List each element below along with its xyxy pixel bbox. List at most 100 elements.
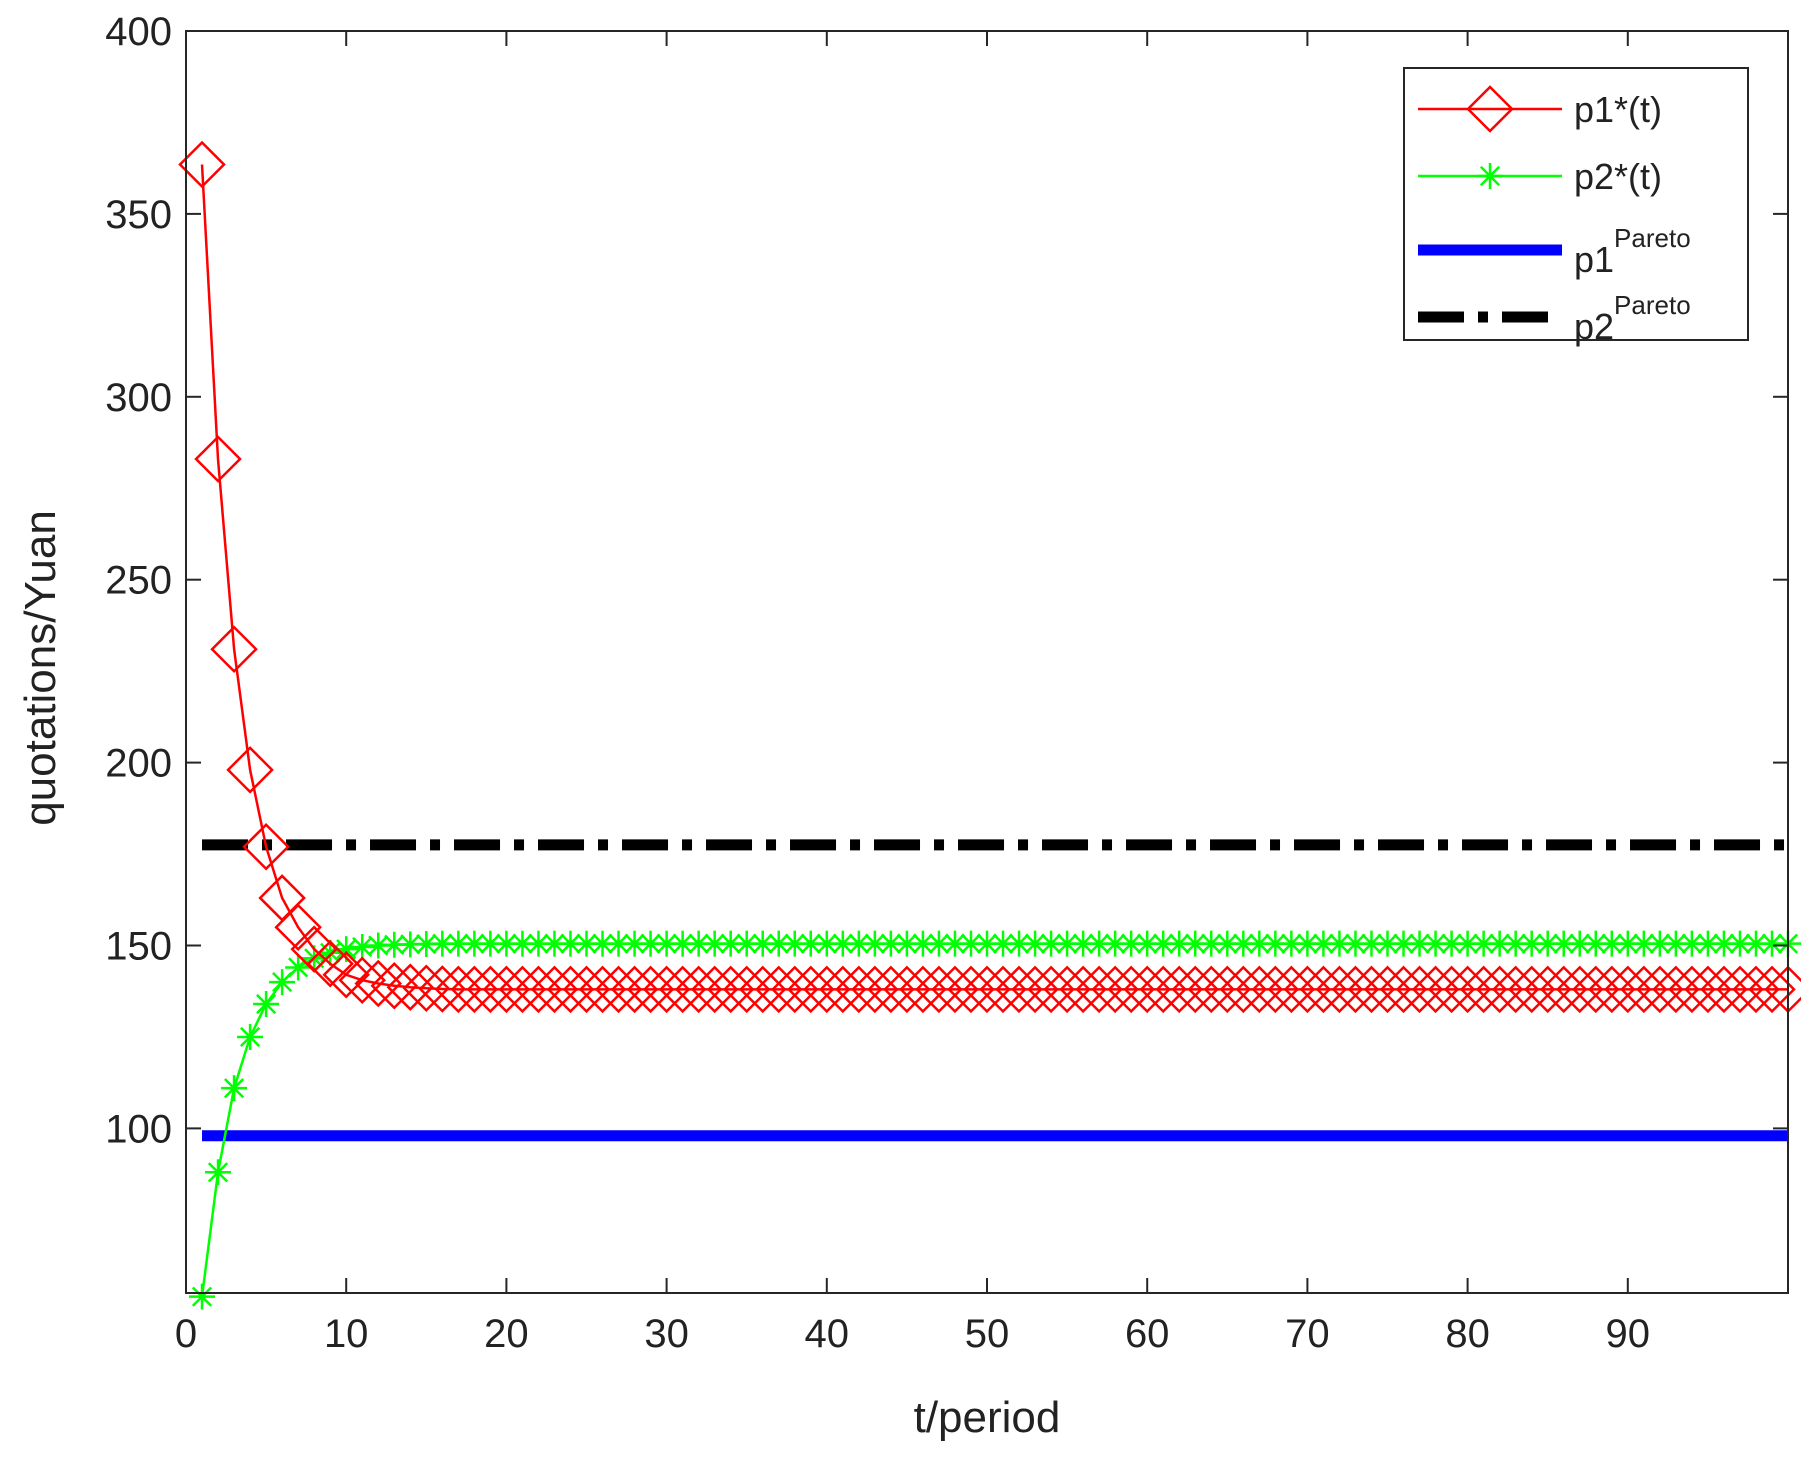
p1-point	[1668, 965, 1716, 1014]
p2-point	[253, 991, 280, 1018]
p2-point	[269, 969, 296, 996]
p1-point	[354, 959, 403, 1008]
p1-point	[1315, 965, 1364, 1014]
p1-point	[1331, 965, 1380, 1014]
p2-point	[1086, 930, 1113, 957]
p1-point	[242, 822, 290, 871]
p2-point	[285, 954, 312, 981]
p2-point	[925, 930, 952, 957]
p1-point	[963, 965, 1011, 1014]
p2-point	[1486, 930, 1513, 957]
p2-point	[1390, 930, 1417, 957]
p2-point	[781, 930, 808, 957]
p1-point	[819, 965, 867, 1014]
p1-point	[1620, 965, 1668, 1014]
p1-point	[322, 950, 370, 999]
p2-point	[957, 930, 984, 957]
p2-point	[909, 930, 936, 957]
p1-point	[851, 965, 899, 1014]
p1-point	[466, 965, 515, 1014]
p1-point	[1411, 965, 1460, 1014]
p1-point	[1636, 965, 1684, 1014]
p2-point	[941, 930, 968, 957]
p1-point	[338, 956, 386, 1005]
p2-point	[1246, 930, 1273, 957]
p1-point	[1251, 965, 1300, 1014]
p1-point	[690, 965, 739, 1014]
p2-point	[701, 930, 728, 957]
p2-point	[1230, 930, 1257, 957]
p2-point	[493, 930, 520, 957]
x-tick-label: 50	[965, 1312, 1010, 1356]
p1-point	[482, 965, 531, 1014]
p1-point	[1443, 965, 1492, 1014]
p1-point	[867, 965, 915, 1014]
p2-point	[877, 930, 904, 957]
p2-point	[1358, 930, 1385, 957]
p1-point	[626, 965, 675, 1014]
p1-point	[1571, 965, 1620, 1014]
p1-point	[787, 965, 835, 1014]
p2-point	[1422, 930, 1449, 957]
p1-point	[1652, 965, 1700, 1014]
p1-point	[1748, 965, 1796, 1014]
p1-point	[450, 965, 499, 1014]
p2-point	[1214, 930, 1241, 957]
p2-point	[1742, 930, 1769, 957]
p2-point	[653, 930, 680, 957]
p1-point	[1283, 965, 1332, 1014]
p2-point	[637, 930, 664, 957]
p2-point	[1662, 930, 1689, 957]
p1-point	[1491, 965, 1540, 1014]
p2-point	[1438, 930, 1465, 957]
p2-point	[333, 936, 360, 963]
p1-point	[1107, 965, 1155, 1014]
p1-point	[883, 965, 931, 1014]
p1-point	[1732, 965, 1780, 1014]
p2-point	[589, 930, 616, 957]
p2-point	[1454, 930, 1481, 957]
p1-point	[1347, 965, 1396, 1014]
p2-point	[525, 930, 552, 957]
p2-point	[1182, 930, 1209, 957]
x-tick-label: 60	[1125, 1312, 1170, 1356]
p1-point	[722, 965, 771, 1014]
p1-point	[915, 965, 963, 1014]
p2-point	[1534, 930, 1561, 957]
p1-point	[1379, 965, 1428, 1014]
p2-point	[1758, 930, 1785, 957]
p1-point	[1427, 965, 1476, 1014]
p1-point	[274, 903, 322, 951]
legend-superscript: Pareto	[1614, 223, 1691, 253]
p2-point	[1294, 930, 1321, 957]
p1-point	[1027, 965, 1075, 1014]
p2-point	[1166, 930, 1193, 957]
p1-point	[803, 965, 851, 1014]
p1-point	[434, 965, 483, 1014]
p1-point	[770, 965, 819, 1014]
p1-point	[931, 965, 979, 1014]
p2-point	[1694, 930, 1721, 957]
y-tick-label: 100	[105, 1107, 172, 1151]
y-tick-label: 350	[105, 193, 172, 237]
p2-point	[685, 930, 712, 957]
p2-point	[445, 930, 472, 957]
p2-point	[221, 1075, 248, 1102]
p2-point	[1102, 930, 1129, 957]
x-tick-label: 10	[324, 1312, 369, 1356]
p1-point	[498, 965, 547, 1014]
p1-point	[1011, 965, 1059, 1014]
p2-point	[1470, 930, 1497, 957]
p1-point	[594, 965, 643, 1014]
legend-superscript: Pareto	[1614, 290, 1691, 320]
p2-point	[461, 930, 488, 957]
p1-point	[226, 746, 274, 794]
p1-point	[1395, 965, 1444, 1014]
legend-marker	[1466, 85, 1514, 133]
p1-point	[370, 961, 419, 1010]
p2-point	[1278, 930, 1305, 957]
p1-point	[210, 625, 258, 673]
p1-point	[1555, 965, 1604, 1014]
p1-point	[1203, 965, 1252, 1014]
p2-point	[1310, 930, 1337, 957]
